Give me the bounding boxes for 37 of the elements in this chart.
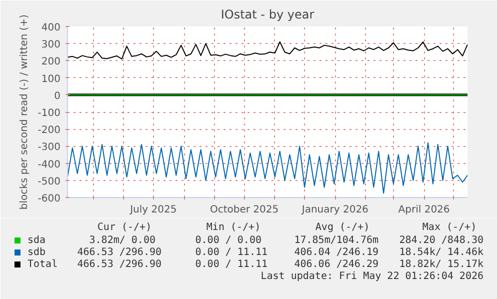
y-tick-label: 0: [54, 90, 61, 102]
legend-label: Total: [28, 259, 58, 270]
y-tick-label: 100: [41, 74, 61, 85]
legend-label: sdb: [28, 247, 46, 258]
text: 17.85m/104.76m: [294, 235, 379, 246]
text: 466.53 /296.90: [77, 259, 162, 270]
y-tick-label: -600: [38, 194, 61, 204]
y-tick-label: -500: [38, 176, 61, 188]
y-tick-label: 200: [41, 56, 61, 68]
legend-label: sda: [28, 235, 46, 246]
x-tick-label: October 2025: [210, 204, 279, 216]
text: Max (-/+): [422, 222, 477, 233]
x-tick-label: July 2025: [129, 204, 177, 216]
text: 0.00 / 11.11: [195, 259, 268, 270]
text: 0.00 / 11.11: [195, 247, 268, 258]
text: 18.82k/ 15.17k: [399, 259, 484, 270]
y-tick-label: -400: [38, 159, 61, 170]
y-tick-label: -100: [38, 108, 61, 119]
text: 406.04 /246.19: [294, 247, 379, 258]
y-tick-label: 400: [41, 22, 61, 34]
text: 466.53 /296.90: [77, 247, 162, 258]
text: Avg (-/+): [315, 222, 370, 233]
x-tick-label: April 2026: [398, 204, 450, 216]
text: Last update: Fri May 22 01:26:04 2026: [260, 271, 484, 282]
text: 3.82m/ 0.00: [89, 235, 156, 246]
chart-title: IOstat - by year: [220, 8, 314, 22]
text: Min (-/+): [206, 222, 261, 233]
text: 406.06 /246.29: [294, 259, 379, 270]
text: Cur (-/+): [97, 222, 152, 233]
x-tick-label: January 2026: [300, 204, 368, 216]
y-axis-title: blocks per second read (-) / written (+): [18, 14, 30, 210]
text: 284.20 /848.30: [399, 235, 484, 246]
y-tick-label: 300: [41, 40, 61, 51]
text: 18.54k/ 14.46k: [399, 247, 484, 258]
y-tick-label: -300: [38, 142, 61, 154]
text: 0.00 / 0.00: [195, 235, 262, 246]
y-tick-label: -200: [38, 125, 61, 136]
